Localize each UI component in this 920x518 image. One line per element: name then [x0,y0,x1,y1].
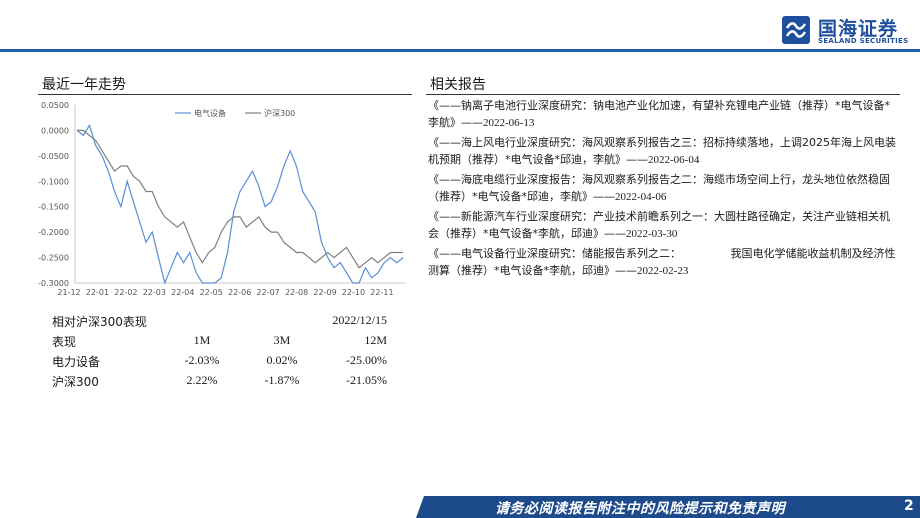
x-tick-label: 22-11 [370,288,393,297]
trend-title: 最近一年走势 [42,77,126,93]
series-line-electrical-equipment [76,123,404,285]
perf-col-3m: 3M [273,333,291,347]
report-date: 2022-04-06 [615,191,667,203]
perf-cell: 2.22% [186,373,218,387]
related-reports-list: 《——钠离子电池行业深度研究：钠电池产业化加速，有望补充锂电产业链（推荐）*电气… [428,97,898,282]
perf-col-1m: 1M [193,333,211,347]
x-tick-label: 22-01 [86,288,109,297]
perf-cell: -25.00% [346,353,387,367]
perf-date: 2022/12/15 [332,313,387,327]
brand-logo: 国海证券 SEALAND SECURITIES [780,14,910,48]
report-text: 《——新能源汽车行业深度研究：产业技术前瞻系列之一：大圆柱路径确定，关注产业链相… [428,210,890,240]
sealand-logo-icon [782,16,810,44]
y-tick-label: 0.0500 [41,101,69,110]
report-link[interactable]: 《——电气设备行业深度研究：储能报告系列之二： 我国电化学储能收益机制及经济性测… [428,245,898,280]
trend-title-rule [38,94,412,95]
disclaimer-text: 请务必阅读报告附注中的风险提示和免责声明 [495,501,785,517]
y-tick-label: -0.2000 [38,228,69,237]
brand-name: 国海证券 [818,18,899,40]
report-date: 2022-02-23 [637,265,689,277]
perf-col-row: 表现 1M 3M 12M [52,330,405,350]
perf-cell: -1.87% [264,373,300,387]
legend-label: 电气设备 [194,108,226,118]
report-link[interactable]: 《——新能源汽车行业深度研究：产业技术前瞻系列之一：大圆柱路径确定，关注产业链相… [428,208,898,243]
x-tick-label: 22-10 [342,288,365,297]
x-tick-label: 22-08 [285,288,308,297]
report-date: 2022-03-30 [626,228,678,240]
perf-title: 相对沪深300表现 [52,315,147,329]
report-link[interactable]: 《——海底电缆行业深度报告：海风观察系列报告之二：海缆市场空间上行，龙头地位依然… [428,171,898,206]
series-line-csi300 [77,129,403,269]
x-tick-label: 22-06 [228,288,251,297]
y-tick-label: -0.3000 [38,279,69,288]
page-number: 2 [904,498,914,514]
table-row: 沪深300 2.22% -1.87% -21.05% [52,370,405,390]
report-date: 2022-06-04 [648,154,700,166]
x-tick-label: 22-02 [114,288,137,297]
legend-label: 沪深300 [264,108,295,118]
perf-col-label: 表现 [52,335,77,349]
x-tick-label: 22-07 [257,288,280,297]
x-tick-label: 22-09 [313,288,336,297]
perf-row-label: 电力设备 [52,355,101,369]
report-text: 《——电气设备行业深度研究：储能报告系列之二： 我国电化学储能收益机制及经济性测… [428,247,896,277]
x-tick-label: 22-05 [200,288,223,297]
x-tick-label: 22-03 [143,288,166,297]
performance-table: 相对沪深300表现 2022/12/15 表现 1M 3M 12M 电力设备 -… [52,310,405,390]
report-link[interactable]: 《——钠离子电池行业深度研究：钠电池产业化加速，有望补充锂电产业链（推荐）*电气… [428,97,898,132]
perf-header-row: 相对沪深300表现 2022/12/15 [52,310,405,330]
perf-cell: -2.03% [184,353,220,367]
perf-cell: -21.05% [346,373,387,387]
y-tick-label: -0.1500 [38,203,69,212]
perf-row-label: 沪深300 [52,375,99,389]
report-text: 《——海底电缆行业深度报告：海风观察系列报告之二：海缆市场空间上行，龙头地位依然… [428,173,890,203]
report-text: 《——海上风电行业深度研究：海风观察系列报告之三：招标持续落地，上调2025年海… [428,136,896,166]
footer-bar-end [880,496,920,518]
header-rule [0,49,920,52]
report-link[interactable]: 《——海上风电行业深度研究：海风观察系列报告之三：招标持续落地，上调2025年海… [428,134,898,169]
table-row: 电力设备 -2.03% 0.02% -25.00% [52,350,405,370]
trend-chart: 0.0500 0.0000 -0.0500 -0.1000 -0.1500 -0.2000… [38,101,405,297]
reports-title: 相关报告 [430,77,486,93]
footer-banner: 请务必阅读报告附注中的风险提示和免责声明 2 [0,493,920,518]
report-date: 2022-06-13 [483,117,535,129]
y-tick-label: 0.0000 [41,126,69,135]
brand-sub: SEALAND SECURITIES [818,37,909,45]
perf-cell: 0.02% [266,353,298,367]
y-tick-label: -0.2500 [38,254,69,263]
y-tick-label: -0.0500 [38,152,69,161]
x-tick-label: 22-04 [171,288,194,297]
report-text: 《——钠离子电池行业深度研究：钠电池产业化加速，有望补充锂电产业链（推荐）*电气… [428,99,890,129]
perf-col-12m: 12M [364,333,387,347]
y-tick-label: -0.1000 [38,177,69,186]
x-tick-label: 21-12 [57,288,80,297]
reports-title-rule [426,94,900,95]
